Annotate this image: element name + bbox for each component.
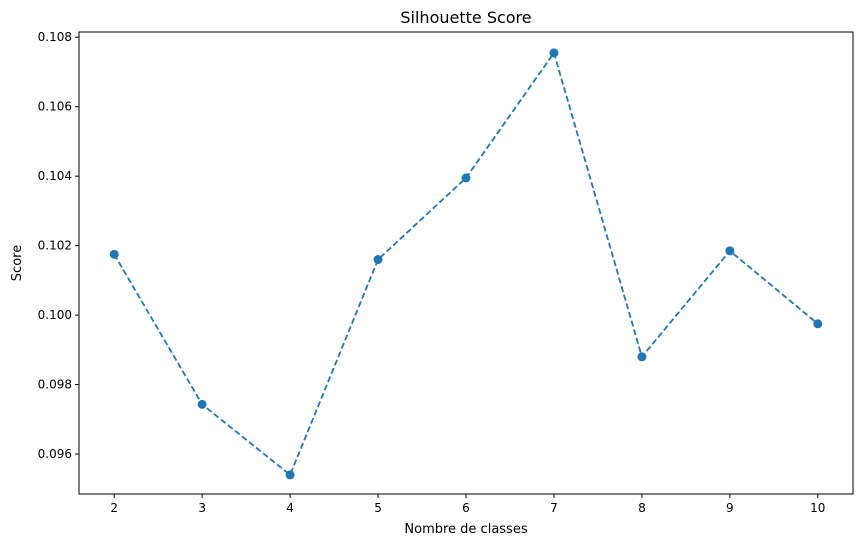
x-axis-label: Nombre de classes xyxy=(404,522,527,537)
y-tick-label: 0.106 xyxy=(38,100,72,114)
data-point xyxy=(109,249,119,259)
data-point xyxy=(549,48,559,58)
plot-area xyxy=(109,48,823,480)
y-tick-label: 0.102 xyxy=(38,239,72,253)
x-tick-label: 10 xyxy=(810,501,825,515)
data-point xyxy=(197,399,207,409)
data-point xyxy=(813,319,823,329)
x-axis: 2 3 4 5 6 7 8 9 10 xyxy=(110,494,825,515)
data-point xyxy=(373,255,383,265)
x-tick-label: 3 xyxy=(198,501,206,515)
y-tick-label: 0.096 xyxy=(38,447,72,461)
x-tick-label: 2 xyxy=(110,501,118,515)
x-tick-label: 5 xyxy=(374,501,382,515)
y-tick-label: 0.104 xyxy=(38,169,72,183)
x-tick-label: 8 xyxy=(638,501,646,515)
y-tick-label: 0.098 xyxy=(38,378,72,392)
x-tick-label: 6 xyxy=(462,501,470,515)
axes-frame xyxy=(78,31,854,495)
y-tick-label: 0.100 xyxy=(38,308,72,322)
x-tick-label: 9 xyxy=(726,501,734,515)
chart-title: Silhouette Score xyxy=(400,8,531,27)
data-point xyxy=(285,470,295,480)
data-point xyxy=(725,246,735,256)
x-tick-label: 4 xyxy=(286,501,294,515)
data-point xyxy=(461,173,471,183)
data-point xyxy=(637,352,647,362)
y-tick-label: 0.108 xyxy=(38,30,72,44)
y-axis-label: Score xyxy=(10,245,25,281)
y-axis: 0.096 0.098 0.100 0.102 0.104 0.106 0.108 xyxy=(38,30,79,461)
x-tick-label: 7 xyxy=(550,501,558,515)
series-line xyxy=(113,50,819,477)
